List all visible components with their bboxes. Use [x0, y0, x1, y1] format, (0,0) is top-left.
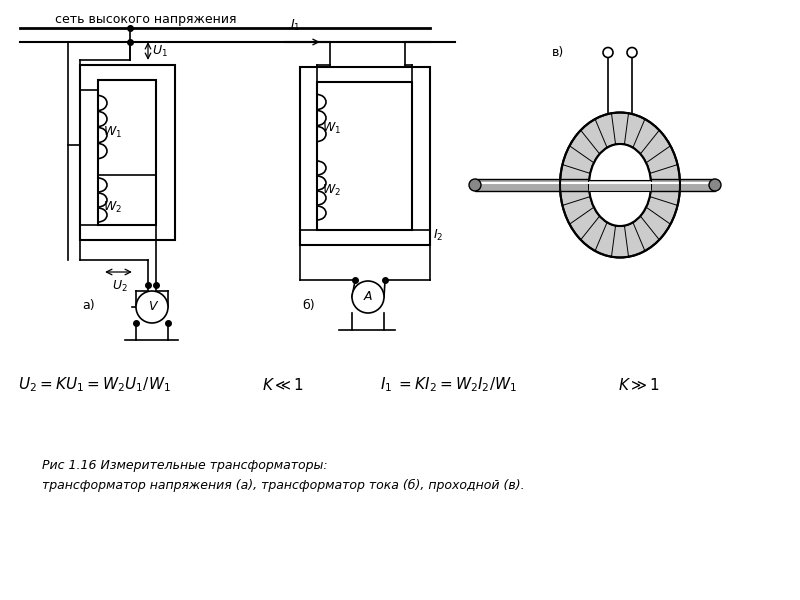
Text: V: V [148, 301, 156, 313]
Text: $I_2$: $I_2$ [433, 227, 443, 242]
Text: б): б) [302, 298, 314, 311]
Circle shape [136, 291, 168, 323]
Text: в): в) [552, 46, 564, 59]
Text: A: A [364, 290, 372, 304]
Circle shape [627, 47, 637, 58]
Ellipse shape [589, 144, 651, 226]
Bar [80, 65, 175, 240]
Bar [98, 80, 156, 225]
Text: Рис 1.16 Измерительные трансформаторы:: Рис 1.16 Измерительные трансформаторы: [42, 458, 328, 472]
Bar [589, 179, 651, 191]
Bar [300, 67, 430, 245]
Text: сеть высокого напряжения: сеть высокого напряжения [55, 13, 237, 26]
Text: $U_2$: $U_2$ [112, 279, 128, 294]
Text: $K \ll 1$: $K \ll 1$ [262, 377, 304, 393]
Ellipse shape [560, 113, 680, 257]
Text: $W_2$: $W_2$ [322, 182, 341, 197]
Circle shape [709, 179, 721, 191]
Text: $W_1$: $W_1$ [103, 124, 122, 140]
Circle shape [469, 179, 481, 191]
Text: $I_1 \; = KI_2 = W_2I_2/W_1$: $I_1 \; = KI_2 = W_2I_2/W_1$ [380, 376, 517, 394]
Text: трансформатор напряжения (а), трансформатор тока (б), проходной (в).: трансформатор напряжения (а), трансформа… [42, 478, 525, 491]
Circle shape [603, 47, 613, 58]
Text: $K \gg 1$: $K \gg 1$ [618, 377, 660, 393]
Circle shape [352, 281, 384, 313]
Bar [475, 179, 715, 191]
Text: $W_2$: $W_2$ [103, 199, 122, 215]
Text: $I_1$: $I_1$ [290, 18, 301, 33]
Text: $W_1$: $W_1$ [322, 121, 341, 136]
Text: а): а) [82, 298, 94, 311]
Ellipse shape [589, 144, 651, 226]
Text: $U_2 = KU_1 = W_2U_1/W_1$: $U_2 = KU_1 = W_2U_1/W_1$ [18, 376, 171, 394]
Text: $U_1$: $U_1$ [152, 43, 168, 59]
Bar [317, 82, 412, 230]
